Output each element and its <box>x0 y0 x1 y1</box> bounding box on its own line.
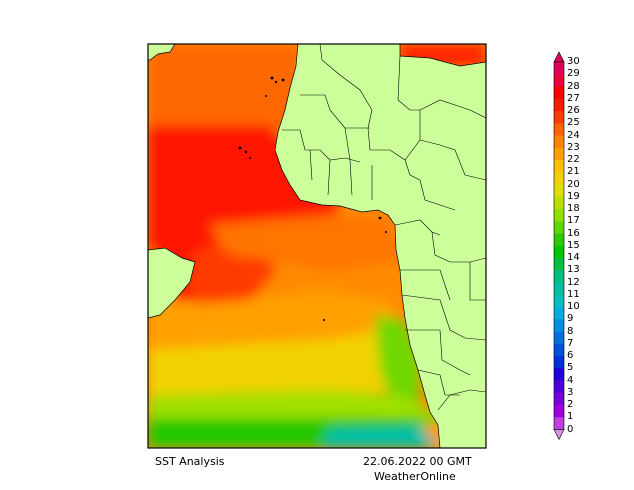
colorbar-tick-label: 5 <box>567 362 574 374</box>
colorbar-tick-label: 0 <box>567 423 574 435</box>
colorbar-min-arrow <box>553 429 565 441</box>
colorbar-segment <box>554 245 564 259</box>
colorbar-segment <box>554 62 564 75</box>
colorbar-segment <box>554 209 564 222</box>
colorbar-segment <box>554 319 564 332</box>
colorbar-segment <box>554 160 564 173</box>
colorbar-segment <box>554 147 564 161</box>
colorbar-segment <box>554 135 564 149</box>
colorbar-tick-label: 1 <box>567 411 574 423</box>
colorbar-tick-label: 20 <box>567 178 580 190</box>
colorbar-tick-label: 2 <box>567 399 574 410</box>
islands <box>238 76 387 321</box>
colorbar-segment <box>554 307 564 320</box>
colorbar-tick-label: 30 <box>567 56 580 67</box>
colorbar-segment <box>554 111 564 124</box>
colorbar-tick-label: 26 <box>567 105 580 116</box>
colorbar-max-arrow <box>553 51 565 63</box>
colorbar-segment <box>554 86 564 100</box>
colorbar-segment <box>554 405 564 418</box>
colorbar-segment <box>554 294 564 308</box>
colorbar-tick-label: 18 <box>567 203 580 214</box>
colorbar-tick-label: 25 <box>567 117 580 129</box>
colorbar-tick-label: 6 <box>567 350 574 361</box>
colorbar-tick-label: 28 <box>567 80 580 92</box>
colorbar-segment <box>554 74 564 87</box>
colorbar-tick-label: 27 <box>567 92 580 104</box>
map-frame <box>147 43 487 449</box>
brand-label: WeatherOnline <box>374 470 456 483</box>
country-borders <box>282 44 486 411</box>
colorbar-segment <box>554 282 564 296</box>
colorbar-segment <box>554 270 564 283</box>
colorbar-tick-label: 29 <box>567 68 580 80</box>
sst-band-yellowgreen <box>148 390 486 425</box>
map-title: SST Analysis <box>155 455 225 468</box>
colorbar-tick-label: 12 <box>567 276 580 288</box>
colorbar-tick-label: 24 <box>567 129 580 141</box>
colorbar-tick-label: 7 <box>567 337 574 349</box>
colorbar-segment <box>554 184 564 198</box>
iberia-land <box>148 44 176 61</box>
colorbar-segment <box>554 98 564 112</box>
colorbar-segment <box>554 380 564 394</box>
south-america-land <box>148 247 196 319</box>
sst-band-north <box>148 44 298 134</box>
colorbar-segment <box>554 196 564 210</box>
colorbar-tick-label: 3 <box>567 386 574 398</box>
colorbar-tick-label: 9 <box>567 313 574 325</box>
colorbar-tick-label: 14 <box>567 252 580 263</box>
colorbar-tick-label: 4 <box>567 374 574 386</box>
colorbar-tick-label: 19 <box>567 190 580 202</box>
map-date: 22.06.2022 00 GMT <box>363 455 472 468</box>
colorbar-segment <box>554 368 564 381</box>
colorbar-segment <box>554 233 564 247</box>
colorbar-tick-label: 8 <box>567 325 574 337</box>
colorbar-tick-label: 23 <box>567 141 580 153</box>
colorbar <box>553 51 565 441</box>
sst-band-yellow <box>148 330 410 395</box>
colorbar-tick-label: 21 <box>567 166 580 178</box>
colorbar-segment <box>554 172 564 185</box>
colorbar-segment <box>554 123 564 136</box>
colorbar-segment <box>554 221 564 234</box>
colorbar-segment <box>554 356 564 369</box>
colorbar-segment <box>554 331 564 345</box>
map-area <box>148 44 486 448</box>
africa-land <box>274 44 486 448</box>
colorbar-tick-label: 15 <box>567 239 580 251</box>
colorbar-segment <box>554 417 564 430</box>
sst-field <box>148 44 486 448</box>
colorbar-tick-label: 10 <box>567 301 580 312</box>
sst-band-orange-eq <box>210 215 400 270</box>
colorbar-tick-label: 11 <box>567 288 580 300</box>
colorbar-tick-label: 13 <box>567 264 580 276</box>
colorbar-tick-label: 16 <box>567 227 580 239</box>
colorbar-segment <box>554 392 564 406</box>
colorbar-segment <box>554 343 564 357</box>
colorbar-tick-label: 17 <box>567 215 580 227</box>
colorbar-segment <box>554 258 564 271</box>
colorbar-tick-label: 22 <box>567 154 580 165</box>
